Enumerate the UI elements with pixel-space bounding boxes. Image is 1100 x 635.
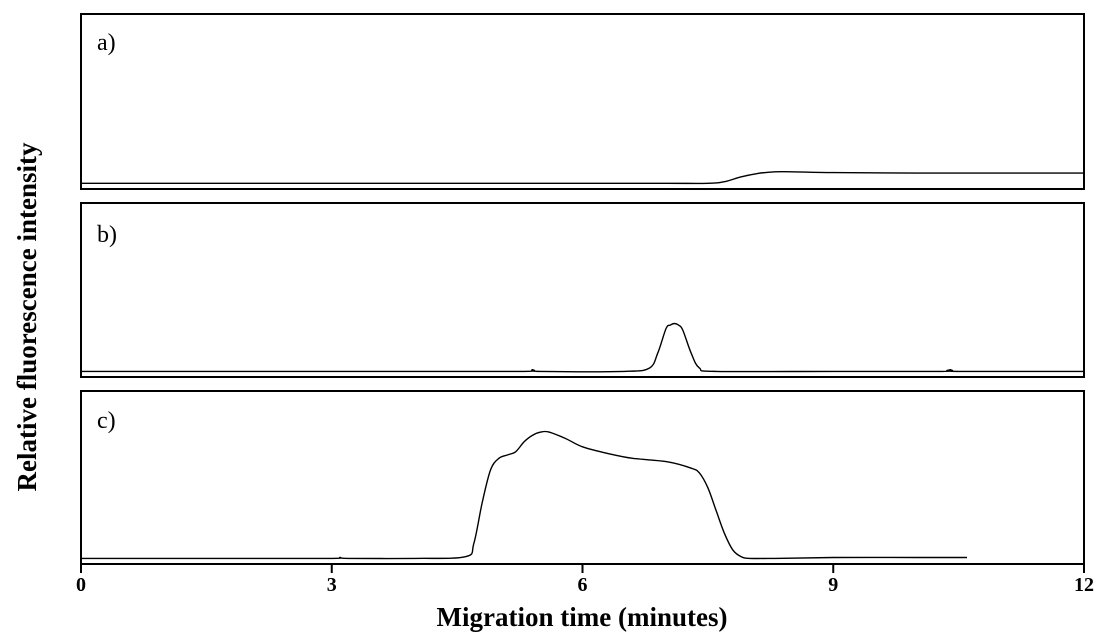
x-tick-label: 12 <box>1074 574 1094 596</box>
panel-c-label: c) <box>97 408 116 434</box>
x-tick-label: 9 <box>828 574 838 596</box>
panel-c: c) <box>80 390 1085 565</box>
panel-a-label: a) <box>97 30 116 56</box>
x-tick-label: 0 <box>76 574 86 596</box>
panel-b-label: b) <box>97 222 117 248</box>
x-tick-label: 6 <box>578 574 588 596</box>
panel-b-frame <box>80 202 1085 378</box>
panel-a-trace <box>81 170 1084 185</box>
panel-c-frame <box>80 390 1085 565</box>
panel-a: a) <box>80 13 1085 190</box>
panel-a-frame <box>80 13 1085 190</box>
y-axis-label: Relative fluorescence intensity <box>12 142 42 491</box>
x-tick-label: 3 <box>327 574 337 596</box>
x-axis-ticks: 0 3 6 9 12 <box>76 564 1094 596</box>
panel-b: b) <box>80 202 1085 378</box>
panel-b-trace <box>81 322 1085 373</box>
panel-c-trace <box>81 430 967 560</box>
x-axis-label: Migration time (minutes) <box>437 602 728 632</box>
